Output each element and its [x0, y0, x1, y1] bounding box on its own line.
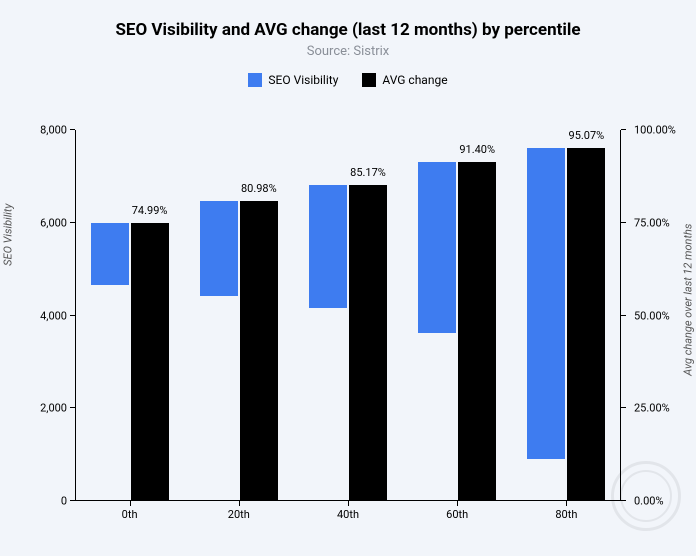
y-right-tick: 50.00% [634, 309, 670, 322]
legend-swatch-seo [248, 73, 262, 87]
bar-value-label: 74.99% [132, 204, 168, 217]
legend-item-avg: AVG change [362, 73, 447, 87]
y-left-ticks: 02,0004,0006,0008,000 [15, 130, 75, 501]
bar-seo [418, 162, 456, 334]
chart-container: SEO Visibility and AVG change (last 12 m… [0, 0, 696, 556]
y-left-tick: 2,000 [40, 402, 67, 415]
y-left-tick: 8,000 [40, 124, 67, 137]
legend: SEO Visibility AVG change [10, 73, 686, 87]
plot-area: 02,0004,0006,0008,000 0.00%25.00%50.00%7… [75, 130, 621, 501]
bar-avg [567, 148, 605, 501]
bar-avg [131, 223, 169, 501]
bar-value-label: 85.17% [350, 166, 386, 179]
y-right-ticks: 0.00%25.00%50.00%75.00%100.00% [626, 130, 686, 501]
y-left-tick: 0 [61, 495, 67, 508]
bar-avg [458, 162, 496, 501]
y-right-tick: 0.00% [634, 495, 664, 508]
bar-group [527, 148, 605, 501]
legend-swatch-avg [362, 73, 376, 87]
bar-value-label: 91.40% [459, 143, 495, 156]
bar-group [418, 162, 496, 501]
y-right-tick: 25.00% [634, 402, 670, 415]
y-left-tick: 6,000 [40, 216, 67, 229]
x-tick-label: 80th [555, 508, 577, 521]
bar-value-label: 80.98% [241, 182, 277, 195]
bars-area: 74.99%0th80.98%20th85.17%40th91.40%60th9… [75, 130, 621, 501]
bar-seo [200, 201, 238, 296]
bar-group [91, 223, 169, 501]
chart-title: SEO Visibility and AVG change (last 12 m… [10, 20, 686, 40]
x-tick-label: 60th [446, 508, 468, 521]
y-left-axis-label: SEO Visibility [2, 204, 15, 266]
y-right-tick: 100.00% [634, 124, 676, 137]
y-right-tick: 75.00% [634, 216, 670, 229]
x-tick-label: 40th [337, 508, 359, 521]
bar-value-label: 95.07% [569, 129, 605, 142]
bar-seo [91, 223, 129, 286]
bar-seo [527, 148, 565, 459]
bar-group [309, 185, 387, 501]
legend-label-avg: AVG change [382, 73, 447, 87]
legend-label-seo: SEO Visibility [268, 73, 338, 87]
x-tick-label: 0th [122, 508, 138, 521]
y-left-tick: 4,000 [40, 309, 67, 322]
chart-subtitle: Source: Sistrix [10, 44, 686, 59]
bar-avg [349, 185, 387, 501]
x-tick-label: 20th [228, 508, 250, 521]
bar-group [200, 201, 278, 501]
legend-item-seo: SEO Visibility [248, 73, 338, 87]
bar-seo [309, 185, 347, 308]
bar-avg [240, 201, 278, 501]
